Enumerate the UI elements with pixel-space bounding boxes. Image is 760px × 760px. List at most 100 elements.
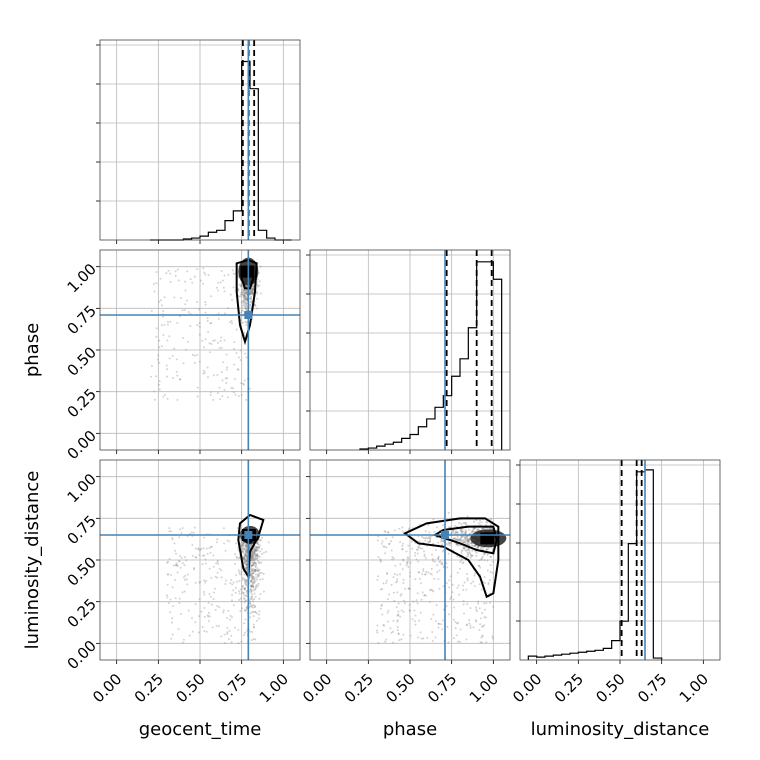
sample-point (384, 640, 387, 643)
sample-point (251, 578, 254, 581)
sample-point (251, 555, 254, 558)
sample-point (252, 550, 255, 553)
sample-point (245, 545, 248, 548)
sample-point (207, 615, 210, 618)
sample-point (382, 623, 385, 626)
sample-point (454, 530, 457, 533)
sample-point (401, 568, 404, 571)
sample-point (253, 561, 256, 564)
sample-point (166, 397, 169, 400)
sample-point (398, 639, 401, 642)
sample-point (467, 543, 470, 546)
sample-point (251, 584, 254, 587)
sample-point (420, 598, 423, 601)
sample-point (251, 568, 254, 571)
sample-point (242, 302, 245, 305)
sample-point (220, 576, 223, 579)
sample-point (168, 530, 171, 533)
sample-point (215, 562, 218, 565)
sample-point (168, 357, 171, 360)
sample-point (248, 547, 251, 550)
sample-point (407, 557, 410, 560)
sample-point (229, 614, 232, 617)
sample-point (480, 527, 483, 530)
sample-point (227, 638, 230, 641)
sample-point (478, 607, 481, 610)
sample-point (250, 567, 253, 570)
sample-point (248, 547, 251, 550)
sample-point (244, 587, 247, 590)
sample-point (245, 308, 248, 311)
sample-point (242, 287, 245, 290)
sample-point (185, 559, 188, 562)
sample-point (478, 583, 481, 586)
sample-point (244, 567, 247, 570)
sample-point (199, 279, 202, 282)
sample-point (469, 607, 472, 610)
sample-point (462, 546, 465, 549)
sample-point (251, 604, 254, 607)
sample-point (431, 640, 434, 643)
sample-point (446, 566, 449, 569)
sample-point (255, 583, 258, 586)
sample-point (251, 577, 254, 580)
sample-point (252, 563, 255, 566)
sample-point (392, 619, 395, 622)
sample-point (248, 544, 251, 547)
sample-point (459, 561, 462, 564)
sample-point (163, 323, 166, 326)
sample-point (254, 556, 257, 559)
sample-point (447, 543, 450, 546)
sample-point (396, 614, 399, 617)
sample-point (230, 634, 233, 637)
sample-point (243, 601, 246, 604)
sample-point (482, 527, 485, 530)
sample-point (441, 561, 444, 564)
sample-point (479, 519, 482, 522)
sample-point (249, 546, 252, 549)
sample-point (258, 574, 261, 577)
sample-point (189, 278, 192, 281)
sample-point (479, 623, 482, 626)
sample-point (470, 530, 473, 533)
x-tick-label: 0.25 (341, 670, 377, 706)
sample-point (220, 635, 223, 638)
sample-point (174, 274, 177, 277)
sample-point (447, 552, 450, 555)
sample-point (383, 530, 386, 533)
sample-point (462, 589, 465, 592)
sample-point (465, 549, 468, 552)
sample-point (249, 598, 252, 601)
sample-point (250, 556, 253, 559)
sample-point (234, 552, 237, 555)
sample-point (244, 352, 247, 355)
sample-point (406, 562, 409, 565)
sample-point (255, 291, 258, 294)
sample-point (470, 582, 473, 585)
sample-point (472, 527, 475, 530)
sample-point (203, 371, 206, 374)
sample-point (252, 552, 255, 555)
sample-point (208, 567, 211, 570)
sample-point (468, 622, 471, 625)
sample-point (391, 630, 394, 633)
sample-point (256, 278, 259, 281)
sample-point (468, 528, 471, 531)
sample-point (458, 538, 461, 541)
sample-point (483, 624, 486, 627)
sample-point (212, 591, 215, 594)
sample-point (245, 289, 248, 292)
sample-point (456, 555, 459, 558)
sample-point (175, 564, 178, 567)
sample-point (239, 597, 242, 600)
sample-point (208, 342, 211, 345)
panel-content (100, 460, 300, 660)
sample-point (468, 537, 471, 540)
sample-point (262, 572, 265, 575)
sample-point (396, 626, 399, 629)
sample-point (417, 535, 420, 538)
sample-point (451, 583, 454, 586)
sample-point (196, 395, 199, 398)
sample-point (463, 539, 466, 542)
